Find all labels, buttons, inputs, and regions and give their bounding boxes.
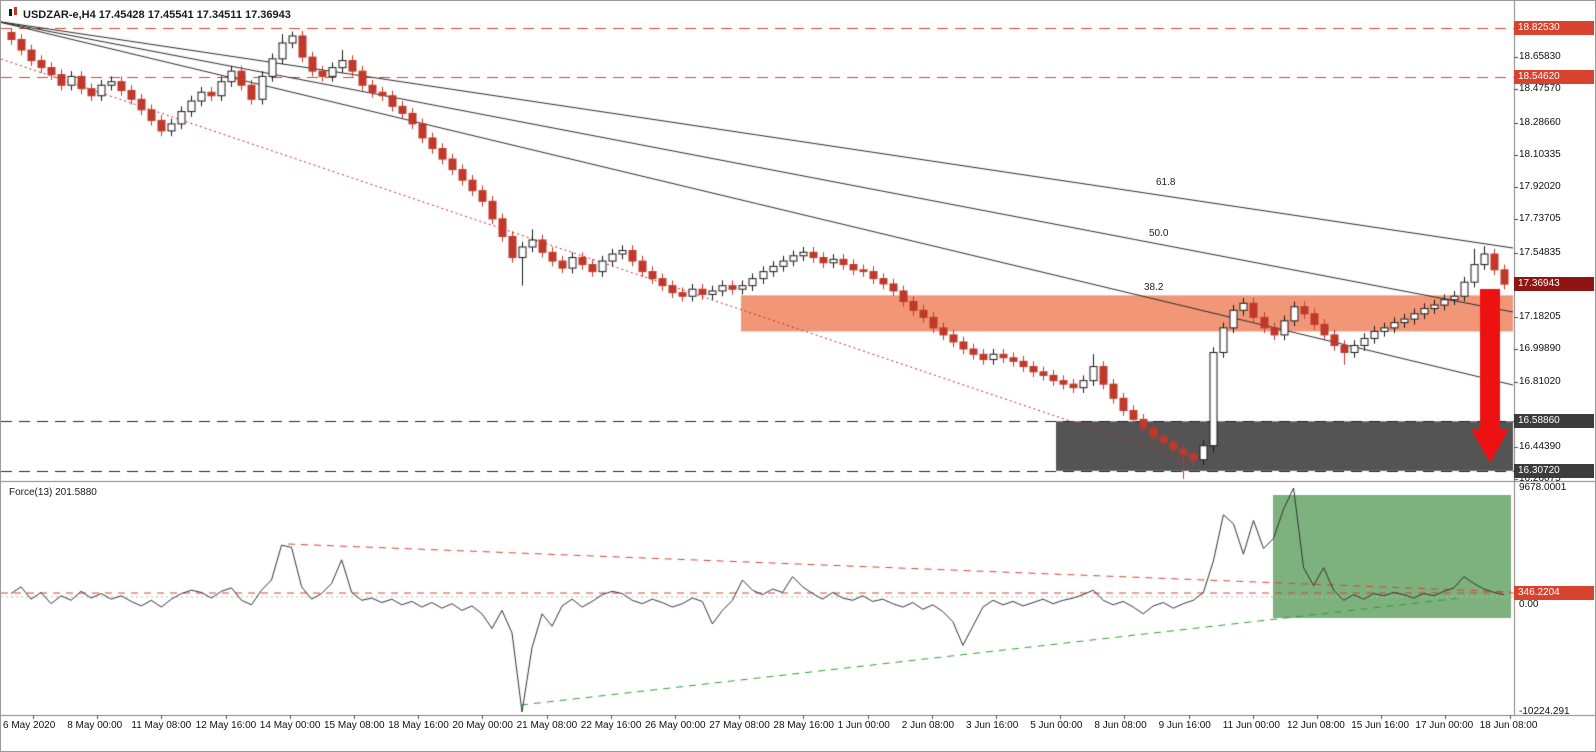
price-axis-tick: 16.26075 [1519, 473, 1561, 484]
time-axis-label: 18 Jun 08:00 [1479, 720, 1538, 731]
time-axis-label: 15 May 08:00 [324, 720, 385, 731]
time-axis-label: 2 Jun 08:00 [901, 720, 955, 731]
time-axis-label: 22 May 16:00 [580, 720, 642, 731]
price-badge-support-level: 16.58860 [1514, 414, 1594, 429]
chart-title-text: USDZAR-e,H4 17.45428 17.45541 17.34511 1… [23, 8, 291, 21]
time-axis-label: 15 Jun 16:00 [1351, 720, 1410, 731]
price-axis-tick: 18.10335 [1519, 148, 1561, 160]
time-axis-label: 5 Jun 00:00 [1030, 720, 1083, 731]
price-badge-resistance-level: 18.82530 [1514, 21, 1594, 35]
time-axis-label: 18 May 16:00 [388, 720, 449, 731]
price-badge-support-level: 16.30720 [1514, 463, 1594, 478]
price-axis-tick: 16.99890 [1519, 343, 1561, 355]
indicator-label: Force(13) 201.5880 [9, 487, 97, 498]
price-axis-tick: 18.28660 [1519, 116, 1561, 128]
time-axis-label: 14 May 00:00 [259, 720, 321, 731]
time-axis-label: 17 Jun 00:00 [1415, 720, 1474, 731]
time-axis-label: 12 May 16:00 [195, 720, 257, 731]
time-axis-label: 9 Jun 16:00 [1158, 720, 1211, 731]
fib-label: 50.0 [1149, 228, 1169, 239]
time-axis-label: 26 May 00:00 [645, 720, 706, 731]
time-axis-label: 28 May 16:00 [773, 720, 834, 731]
fib-label: 38.2 [1144, 282, 1164, 293]
force-axis-label: -10224.291 [1519, 706, 1570, 717]
time-axis-label: 27 May 08:00 [709, 720, 770, 731]
time-axis-label: 1 Jun 00:00 [837, 720, 890, 731]
time-axis-label: 12 Jun 08:00 [1287, 720, 1345, 731]
time-axis-label: 20 May 00:00 [452, 720, 513, 731]
price-axis-tick: 17.54835 [1519, 246, 1561, 258]
price-axis-tick: 17.73705 [1519, 213, 1561, 225]
time-axis-label: 11 Jun 00:00 [1222, 720, 1280, 731]
price-axis-tick: 18.65830 [1519, 51, 1561, 63]
fib-label: 61.8 [1156, 177, 1176, 188]
time-axis-label: 21 May 08:00 [516, 720, 578, 731]
time-axis-label: 6 May 2020 [3, 720, 56, 731]
price-axis-tick: 17.92020 [1519, 181, 1561, 193]
time-axis-label: 11 May 08:00 [131, 720, 192, 731]
price-badge-last-price: 17.36943 [1514, 277, 1594, 292]
force-level-badge: 346.2204 [1514, 586, 1594, 601]
force-axis-label: 0.00 [1519, 599, 1539, 610]
price-badge-resistance-level: 18.54620 [1514, 70, 1594, 85]
price-axis-tick: 18.47570 [1519, 83, 1561, 95]
price-axis-tick: 16.44390 [1519, 440, 1561, 452]
force-axis-label: 9678.0001 [1519, 482, 1567, 493]
time-axis-label: 8 May 00:00 [67, 720, 123, 731]
candlestick-icon [8, 7, 18, 22]
chart-title: USDZAR-e,H4 17.45428 17.45541 17.34511 1… [8, 7, 291, 22]
price-axis-tick: 16.81020 [1519, 376, 1561, 388]
time-axis-label: 8 Jun 08:00 [1094, 720, 1147, 731]
price-axis-tick: 17.18205 [1519, 310, 1561, 322]
time-axis-label: 3 Jun 16:00 [966, 720, 1019, 731]
